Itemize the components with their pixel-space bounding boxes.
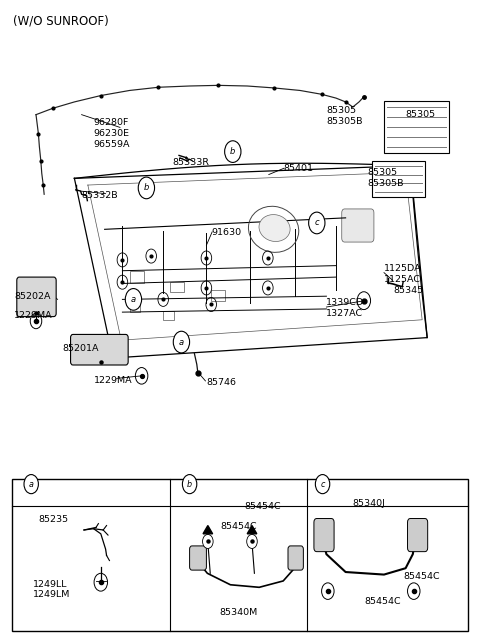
Text: (W/O SUNROOF): (W/O SUNROOF) <box>13 14 109 27</box>
Text: b: b <box>144 183 149 192</box>
Text: 85454C: 85454C <box>365 598 401 606</box>
Bar <box>372 161 425 197</box>
Circle shape <box>247 534 257 548</box>
Text: a: a <box>131 295 136 304</box>
Text: 85746: 85746 <box>206 378 236 387</box>
Text: 85305
85305B: 85305 85305B <box>367 168 404 189</box>
Text: 85201A: 85201A <box>62 344 99 353</box>
Bar <box>170 282 184 292</box>
Text: b: b <box>230 147 236 156</box>
Text: 85401: 85401 <box>283 164 313 173</box>
Text: 96280F
96230E
96559A: 96280F 96230E 96559A <box>94 118 130 149</box>
Circle shape <box>182 475 197 494</box>
Circle shape <box>203 534 213 548</box>
Text: 1125DA
1125AC: 1125DA 1125AC <box>384 264 421 284</box>
FancyBboxPatch shape <box>71 334 128 365</box>
FancyBboxPatch shape <box>17 277 56 317</box>
Polygon shape <box>247 526 257 534</box>
Circle shape <box>225 141 241 162</box>
Circle shape <box>125 289 142 310</box>
Bar <box>211 290 225 301</box>
FancyBboxPatch shape <box>342 209 374 242</box>
Circle shape <box>315 475 330 494</box>
Bar <box>130 303 140 312</box>
Text: 85333R: 85333R <box>173 158 210 167</box>
Text: 91630: 91630 <box>211 228 241 237</box>
Text: a: a <box>179 338 184 347</box>
Text: 1339CD
1327AC: 1339CD 1327AC <box>326 297 364 318</box>
Text: 1229MA: 1229MA <box>94 376 132 385</box>
Text: 85345: 85345 <box>394 286 424 295</box>
FancyBboxPatch shape <box>314 519 334 552</box>
Bar <box>12 479 468 631</box>
Text: 85332B: 85332B <box>82 191 118 200</box>
Circle shape <box>24 475 38 494</box>
Text: c: c <box>320 480 325 489</box>
FancyBboxPatch shape <box>190 546 206 570</box>
Text: 85340J: 85340J <box>353 499 385 508</box>
Bar <box>384 101 449 153</box>
Circle shape <box>322 583 334 599</box>
Text: 85305: 85305 <box>406 110 436 119</box>
Text: 85202A: 85202A <box>14 292 51 301</box>
Bar <box>130 271 144 283</box>
FancyBboxPatch shape <box>288 546 303 570</box>
Text: 1229MA: 1229MA <box>14 311 53 320</box>
Circle shape <box>309 212 325 234</box>
Text: 85235: 85235 <box>38 515 69 524</box>
Text: 85454C: 85454C <box>403 572 440 581</box>
Circle shape <box>408 583 420 599</box>
Text: 85454C: 85454C <box>221 522 257 531</box>
Text: 85454C: 85454C <box>245 502 281 511</box>
Text: c: c <box>314 218 319 227</box>
Polygon shape <box>203 526 213 534</box>
Text: a: a <box>29 480 34 489</box>
Text: b: b <box>187 480 192 489</box>
Bar <box>163 311 174 320</box>
Circle shape <box>138 177 155 199</box>
FancyBboxPatch shape <box>408 519 428 552</box>
Ellipse shape <box>259 215 290 241</box>
Text: 1249LL
1249LM: 1249LL 1249LM <box>33 580 70 599</box>
Text: 85340M: 85340M <box>220 608 258 617</box>
Text: 85305
85305B: 85305 85305B <box>326 106 363 126</box>
Circle shape <box>173 331 190 353</box>
